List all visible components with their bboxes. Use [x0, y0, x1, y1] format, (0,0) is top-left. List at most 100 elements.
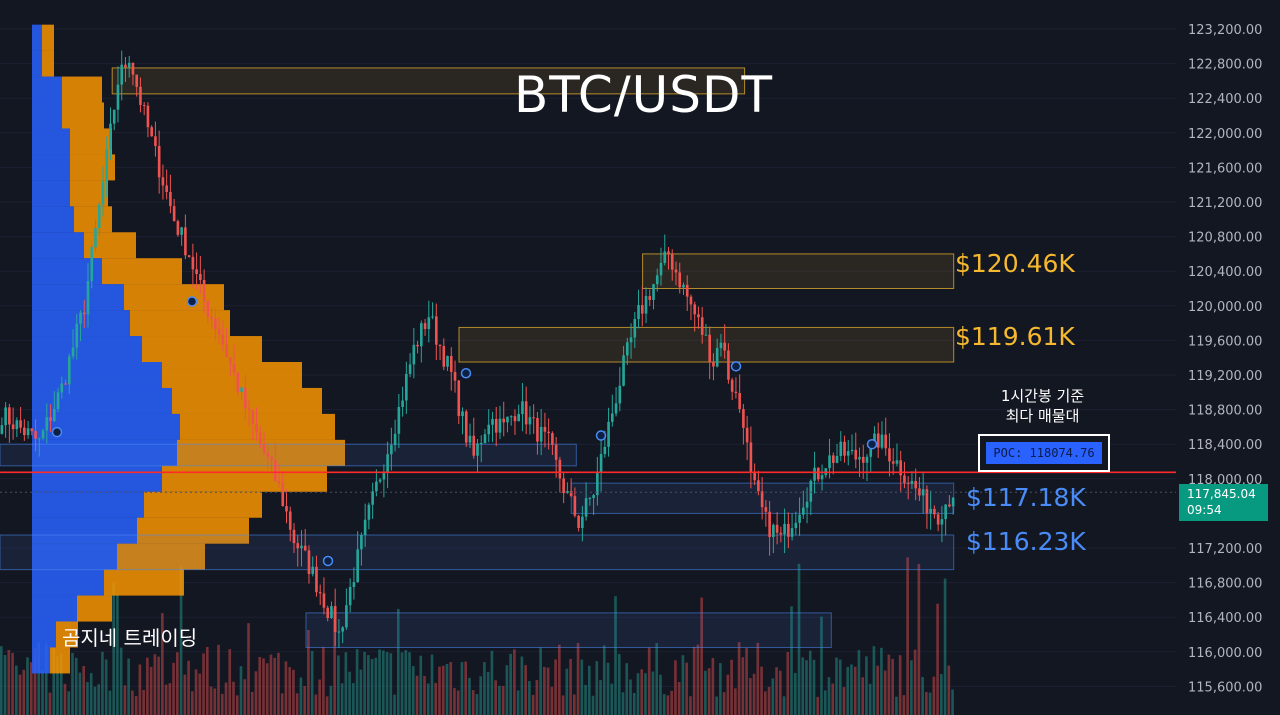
volume-bar	[546, 667, 550, 715]
price-tick-label: 121,200.00	[1188, 196, 1262, 211]
volume-bar	[644, 673, 647, 715]
candle-body	[539, 426, 543, 442]
volume-bar	[295, 693, 299, 715]
volume-bar	[513, 649, 516, 715]
volume-bar	[67, 691, 71, 715]
volume-bar	[59, 653, 63, 715]
volume-bar	[355, 649, 359, 715]
price-tick-label: 116,800.00	[1188, 577, 1262, 592]
candle-body	[708, 334, 712, 362]
price-tick-label: 122,800.00	[1188, 58, 1262, 73]
candle-body	[622, 355, 625, 386]
volume-bar	[872, 646, 876, 715]
candle-body	[951, 497, 955, 507]
candle-body	[41, 430, 45, 439]
profile-buy-bar	[32, 517, 137, 544]
candle-body	[232, 363, 236, 373]
candle-body	[558, 459, 562, 479]
profile-sell-bar	[162, 362, 302, 388]
price-tick-label: 120,800.00	[1188, 231, 1262, 246]
candle-body	[341, 627, 344, 632]
volume-bars	[0, 557, 954, 715]
volume-bar	[385, 652, 389, 715]
candle-body	[715, 348, 719, 367]
volume-bar	[808, 650, 812, 715]
volume-bar	[595, 661, 599, 715]
volume-bar	[183, 674, 187, 715]
candle-body	[723, 342, 726, 351]
candle-body	[378, 479, 382, 482]
candle-body	[596, 472, 599, 496]
candle-body	[850, 449, 854, 452]
candle-body	[348, 586, 352, 606]
volume-bar	[131, 690, 134, 715]
volume-bar	[63, 683, 67, 715]
profile-sell-bar	[74, 206, 112, 233]
candle-body	[165, 185, 168, 192]
volume-bar	[913, 649, 917, 715]
candle-body	[225, 344, 228, 358]
volume-bar	[520, 656, 524, 715]
volume-bar	[494, 680, 497, 715]
candle-body	[700, 317, 704, 335]
candle-body	[712, 361, 715, 367]
profile-buy-bar	[32, 543, 117, 570]
volume-bar	[621, 692, 625, 715]
volume-bar	[269, 654, 273, 715]
volume-bar	[711, 658, 715, 715]
candle-body	[296, 543, 300, 549]
candle-body	[427, 317, 431, 330]
volume-bar	[659, 674, 662, 715]
volume-bar	[632, 692, 636, 715]
profile-buy-bar	[32, 284, 124, 311]
candle-body	[633, 319, 637, 338]
volume-bar	[37, 642, 41, 715]
price-tick-label: 116,400.00	[1188, 611, 1262, 626]
signal-marker	[730, 361, 742, 372]
volume-bar	[172, 662, 175, 715]
candle-body	[386, 454, 389, 473]
volume-bar	[116, 594, 119, 715]
candles	[0, 50, 955, 649]
volume-bar	[471, 690, 475, 715]
candle-body	[281, 482, 285, 507]
volume-bar	[164, 684, 168, 715]
volume-bar	[722, 692, 726, 715]
candle-body	[820, 475, 824, 480]
candle-body	[764, 507, 768, 512]
volume-bar	[898, 655, 902, 715]
volume-bar	[651, 671, 655, 715]
volume-bar	[636, 673, 640, 715]
candle-body	[214, 318, 217, 330]
volume-bar	[325, 696, 329, 715]
zone-box	[0, 534, 955, 571]
volume-bar	[468, 677, 471, 715]
candle-body	[554, 444, 558, 460]
volume-bar	[307, 630, 310, 715]
candle-body	[779, 532, 783, 535]
zone-label-119k: $119.61K	[955, 322, 1075, 351]
candle-body	[90, 247, 94, 281]
price-tick-label: 122,400.00	[1188, 92, 1262, 107]
candle-body	[528, 417, 532, 425]
poc-label: POC: 118074.76	[986, 442, 1102, 464]
volume-bar	[220, 693, 224, 715]
bar-countdown: 09:54	[1187, 503, 1222, 517]
candle-body	[393, 433, 397, 446]
volume-bar	[486, 671, 490, 715]
candle-body	[607, 421, 610, 447]
candle-body	[120, 64, 124, 85]
volume-bar	[629, 679, 632, 715]
candle-body	[34, 431, 37, 439]
candle-body	[139, 86, 142, 105]
candle-body	[678, 272, 682, 288]
candle-body	[229, 357, 232, 364]
candle-body	[464, 411, 468, 443]
candle-body	[187, 255, 191, 257]
volume-bar	[359, 669, 363, 715]
candle-body	[918, 488, 921, 496]
volume-bar	[187, 660, 190, 715]
volume-bar	[202, 653, 205, 715]
candle-body	[873, 433, 876, 442]
